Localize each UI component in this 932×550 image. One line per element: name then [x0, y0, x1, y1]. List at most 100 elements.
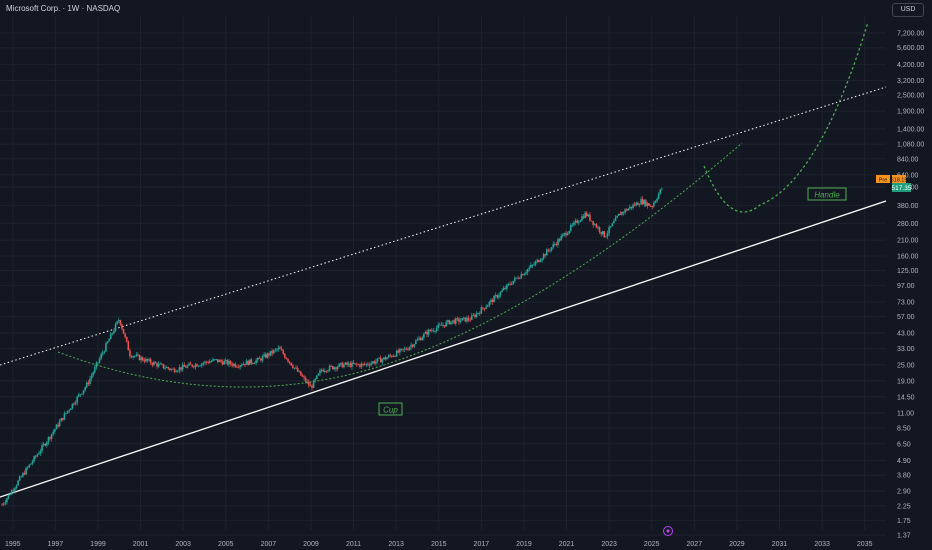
candle-body [435, 327, 438, 332]
candle-body [333, 367, 336, 370]
candle-body [625, 209, 628, 211]
candle-body [62, 418, 64, 420]
candle-body [34, 456, 37, 458]
candle-body [109, 333, 112, 340]
candle-body [496, 295, 499, 298]
candle-body [215, 359, 217, 361]
resistance-trendline [0, 86, 887, 366]
candle-body [276, 349, 278, 351]
candle-body [395, 350, 398, 357]
candle-body [23, 473, 26, 475]
candle-body [643, 200, 646, 205]
support-trendline [0, 200, 887, 498]
candle-body [218, 360, 221, 363]
candle-body [293, 367, 296, 369]
x-tick-label: 2025 [644, 541, 660, 548]
candle-body [402, 348, 404, 350]
candle-body [31, 461, 34, 464]
candle-body [475, 313, 478, 317]
candle-body [250, 359, 253, 364]
candle-body [25, 467, 27, 475]
candle-body [221, 361, 224, 365]
candle-body [568, 230, 570, 234]
y-tick-label: 2,500.00 [897, 92, 924, 99]
candle-body [186, 365, 189, 368]
candle-body [581, 216, 583, 221]
candle-body [368, 364, 371, 366]
candle-body [124, 333, 126, 337]
candle-body [239, 365, 241, 368]
candle-body [450, 321, 452, 325]
candle-body [271, 350, 273, 354]
candle-body [381, 359, 384, 363]
candle-body [14, 488, 16, 491]
candle-body [411, 345, 414, 347]
candle-body [482, 307, 484, 309]
candle-body [30, 463, 32, 465]
candle-body [383, 357, 385, 360]
candle-body [161, 363, 163, 365]
candle-body [188, 363, 190, 366]
candle-body [36, 454, 39, 457]
y-tick-label: 840.00 [897, 156, 919, 163]
candle-body [320, 369, 323, 371]
candle-body [614, 217, 617, 222]
candle-body [288, 361, 291, 363]
candle-body [576, 220, 578, 223]
candle-body [247, 360, 249, 365]
candle-body [375, 361, 377, 364]
candle-body [355, 363, 358, 365]
candle-body [325, 370, 328, 372]
candle-body [384, 357, 387, 360]
candle-body [629, 206, 631, 209]
currency-selector[interactable]: USD [892, 3, 924, 17]
candle-body [560, 236, 563, 241]
candle-body [331, 366, 334, 370]
candle-body [613, 221, 615, 224]
candle-body [467, 317, 470, 320]
candle-body [454, 318, 457, 324]
candle-body [539, 260, 542, 262]
candle-body [105, 343, 107, 352]
candle-body [316, 375, 318, 379]
candle-body [133, 356, 136, 357]
candle-body [522, 274, 524, 276]
candle-body [97, 362, 99, 364]
y-tick-label: 380.00 [897, 203, 919, 210]
candle-body [646, 203, 649, 206]
candle-body [129, 350, 131, 357]
candle-body [26, 467, 29, 468]
candle-body [1, 504, 3, 506]
candle-body [344, 362, 347, 365]
candle-body [448, 320, 451, 325]
candle-body [85, 382, 88, 388]
prev-close-value: 518.15 [891, 177, 908, 183]
candle-body [54, 429, 56, 432]
candle-body [84, 387, 86, 391]
chart-title: Microsoft Corp. · 1W · NASDAQ [6, 4, 121, 13]
y-tick-label: 97.00 [897, 283, 915, 290]
y-tick-label: 8.50 [897, 426, 911, 433]
candle-body [338, 363, 340, 367]
candle-body [622, 211, 625, 213]
candle-body [399, 349, 401, 353]
y-tick-label: 57.00 [897, 314, 915, 321]
candle-body [280, 348, 283, 351]
candle-body [141, 357, 144, 361]
candle-body [253, 363, 256, 364]
candle-body [661, 188, 663, 190]
candle-body [445, 321, 447, 327]
candle-body [632, 204, 634, 208]
x-tick-label: 2031 [772, 541, 788, 548]
candle-body [93, 367, 96, 373]
candle-body [637, 202, 639, 205]
candle-body [582, 216, 585, 219]
x-tick-label: 2013 [388, 541, 404, 548]
candle-body [349, 363, 352, 367]
candle-body [376, 358, 379, 362]
y-tick-label: 6.50 [897, 441, 911, 448]
y-tick-label: 2.25 [897, 503, 911, 510]
candle-body [464, 317, 467, 322]
candle-body [314, 378, 317, 381]
